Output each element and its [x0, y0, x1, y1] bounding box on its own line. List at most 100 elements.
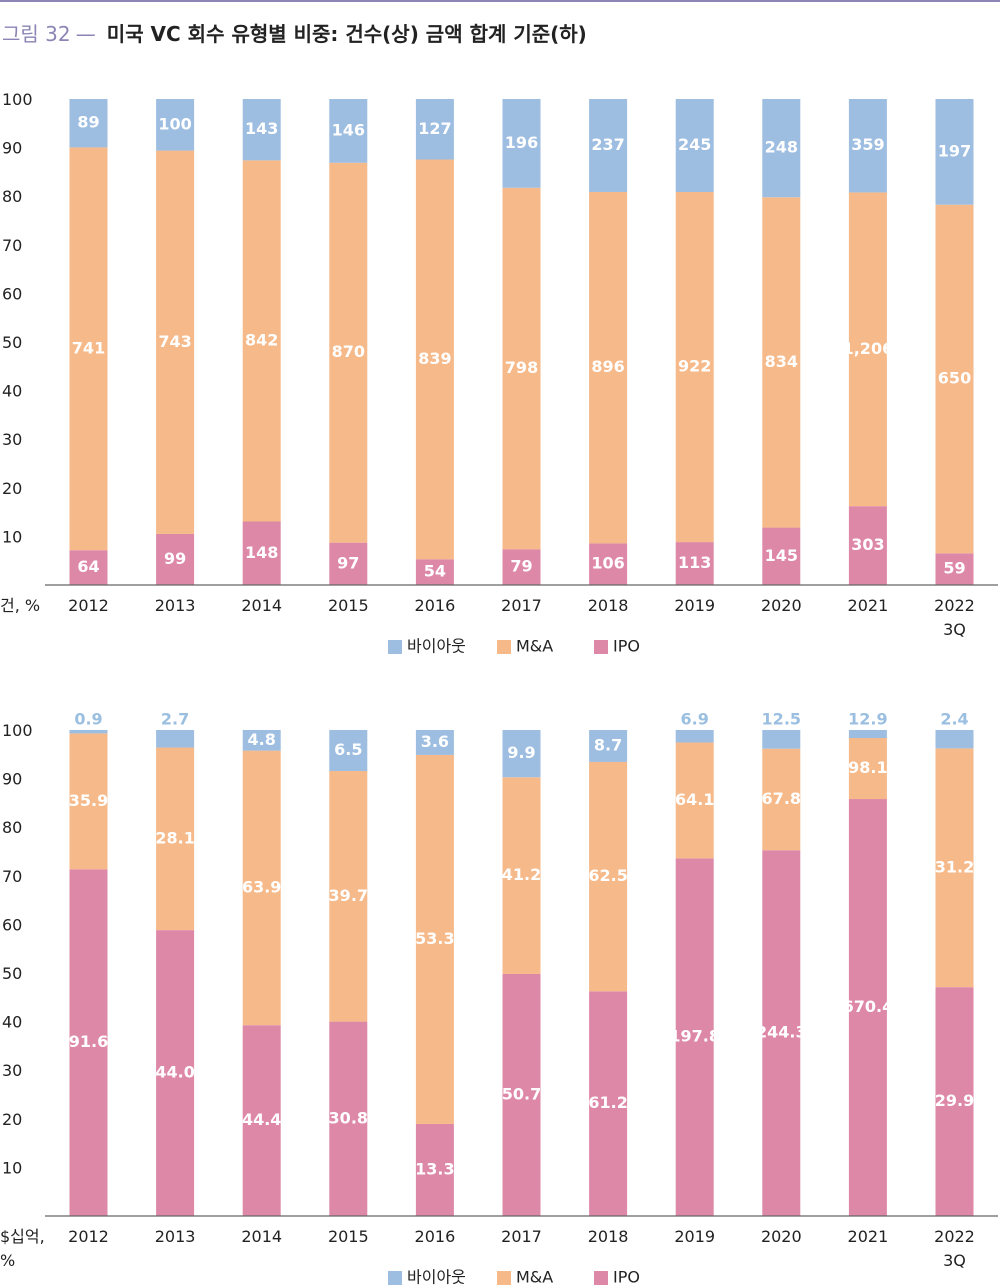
data-label-ipo: 54 [424, 562, 446, 581]
x-tick-label: 2016 [415, 596, 456, 615]
bar-segment-buyout [675, 99, 714, 193]
data-label-ipo: 197.8 [669, 1027, 720, 1046]
data-label-buyout: 146 [332, 120, 365, 139]
bar-segment-buyout [242, 99, 281, 161]
bar-segment-ma [502, 777, 541, 974]
data-label-ipo: 145 [765, 546, 798, 565]
legend-label: IPO [613, 1268, 640, 1287]
data-label-buyout: 143 [245, 119, 278, 138]
data-label-ma: 62.5 [588, 866, 627, 885]
x-tick-label: 2012 [68, 596, 109, 615]
data-label-ma: 35.9 [69, 791, 108, 810]
data-label-ma: 1,206 [843, 339, 894, 358]
data-label-ipo: 59 [943, 559, 965, 578]
data-label-buyout: 9.9 [507, 743, 535, 762]
legend-label: M&A [516, 1268, 553, 1287]
bar-segment-ipo [415, 1123, 454, 1216]
legend-swatch [388, 1271, 402, 1285]
chart-amount-share: 10 20 30 40 50 60 70 80 90 100 91.6 35.9 0.9 44.0 28.1… [0, 710, 998, 1287]
data-label-ipo: 44.4 [242, 1110, 281, 1129]
y-tick-label: 40 [2, 1013, 22, 1032]
bar-segment-ma [242, 750, 281, 1026]
data-label-buyout: 245 [678, 135, 711, 154]
x-tick-label: 2015 [328, 596, 369, 615]
x-tick-label: 2012 [68, 1227, 109, 1246]
bar-segment-ma [675, 192, 714, 543]
title-dash: — [75, 22, 96, 46]
figure-caption: 미국 VC 회수 유형별 비중: 건수(상) 금액 합계 기준(하) [106, 22, 587, 46]
bar-segment-ipo [415, 559, 454, 585]
bar-segment-ma [502, 187, 541, 550]
y-tick-label: 30 [2, 430, 22, 449]
axis-unit-label: 건, % [0, 596, 40, 615]
data-label-buyout: 89 [77, 113, 99, 132]
bar-segment-ipo [156, 533, 195, 585]
data-label-ipo: 244.3 [756, 1023, 807, 1042]
data-label-ipo: 99 [164, 549, 186, 568]
x-tick-label: 2021 [848, 1227, 889, 1246]
bar-segment-buyout [502, 730, 541, 778]
x-tick-label: 2018 [588, 1227, 629, 1246]
bar-segment-ipo [329, 1021, 368, 1216]
data-label-ipo: 64 [77, 557, 99, 576]
figure-title: 그림 32 — 미국 VC 회수 유형별 비중: 건수(상) 금액 합계 기준(… [2, 18, 587, 52]
bar-segment-ma [675, 742, 714, 859]
axis-unit-label: $십억, [0, 1227, 45, 1246]
y-tick-label: 50 [2, 964, 22, 983]
data-label-ipo: 303 [851, 535, 884, 554]
data-label-buyout: 0.9 [74, 710, 102, 729]
x-tick-label: 2017 [501, 1227, 542, 1246]
data-label-ma: 834 [765, 352, 798, 371]
x-tick-label: 2016 [415, 1227, 456, 1246]
data-label-buyout: 248 [765, 138, 798, 157]
data-label-buyout: 3.6 [421, 732, 449, 751]
bar-segment-ma [329, 162, 368, 543]
legend-label: M&A [516, 637, 553, 656]
figure-number: 그림 32 [2, 22, 71, 46]
bar-segment-ipo [502, 973, 541, 1216]
x-tick-label: 2019 [674, 1227, 715, 1246]
bar-segment-buyout [69, 99, 108, 148]
legend-label: 바이아웃 [407, 637, 466, 656]
bar-segment-ipo [156, 930, 195, 1216]
x-tick-label: 2014 [241, 596, 282, 615]
x-tick-label: 2018 [588, 596, 629, 615]
bar-segment-buyout [156, 99, 195, 151]
y-tick-label: 60 [2, 915, 22, 934]
y-tick-label: 80 [2, 187, 22, 206]
bar-segment-buyout [675, 730, 714, 743]
bar-segment-ipo [848, 799, 887, 1216]
data-label-ipo: 79 [510, 557, 532, 576]
y-tick-label: 100 [2, 721, 33, 740]
data-label-buyout: 100 [158, 114, 191, 133]
bar-segment-ipo [935, 553, 974, 585]
bar-segment-ma [156, 747, 195, 931]
bar-segment-ma [762, 197, 801, 528]
bar-segment-ma [848, 738, 887, 800]
data-label-ipo: 113 [678, 553, 711, 572]
data-label-ma: 896 [591, 357, 624, 376]
x-tick-label: 2020 [761, 596, 802, 615]
bar-segment-buyout [502, 99, 541, 188]
data-label-ma: 39.7 [329, 886, 368, 905]
chart-count-share: 10 20 30 40 50 60 70 80 90 100 64 741 89 99 743 100 148 8… [0, 90, 998, 656]
y-tick-label: 30 [2, 1061, 22, 1080]
bar-segment-ipo [69, 869, 108, 1216]
legend-swatch [497, 640, 511, 654]
data-label-ipo: 670.4 [843, 997, 894, 1016]
data-label-buyout: 12.5 [762, 710, 801, 729]
y-tick-label: 70 [2, 867, 22, 886]
bar-segment-buyout [762, 730, 801, 749]
bar-segment-ipo [502, 549, 541, 585]
bar-segment-ipo [69, 550, 108, 585]
data-label-buyout: 197 [938, 141, 971, 160]
data-label-ipo: 106 [591, 554, 624, 573]
top-rule [0, 0, 1000, 2]
data-label-ma: 650 [938, 369, 971, 388]
x-tick-label: 2013 [155, 1227, 196, 1246]
data-label-ma: 67.8 [762, 789, 801, 808]
bar-segment-buyout [329, 730, 368, 772]
bar-segment-buyout [329, 99, 368, 163]
x-tick-label: 2021 [848, 596, 889, 615]
data-label-ma: 798 [505, 358, 538, 377]
